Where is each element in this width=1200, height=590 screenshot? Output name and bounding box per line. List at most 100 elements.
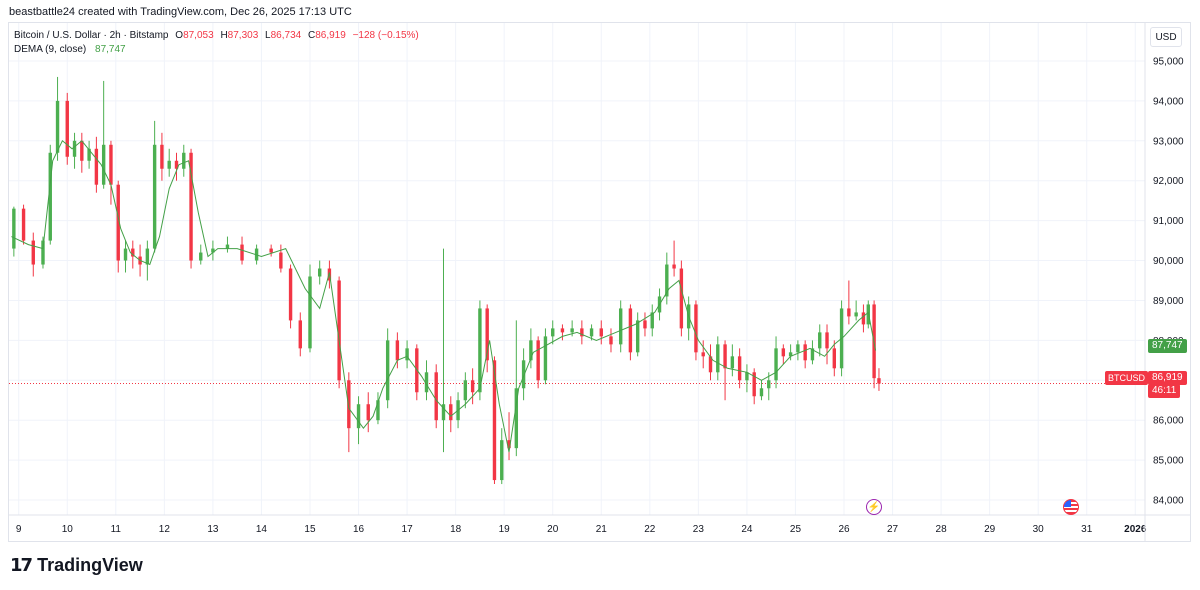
x-tick-label: 25: [790, 524, 802, 535]
y-tick-label: 84,000: [1153, 496, 1184, 507]
tradingview-logo[interactable]: 17 TradingView: [10, 555, 143, 576]
candle-body: [708, 356, 713, 373]
candle-body: [825, 332, 829, 349]
symbol-title[interactable]: Bitcoin / U.S. Dollar · 2h · Bitstamp: [14, 30, 169, 41]
candle-body: [730, 356, 735, 369]
currency-selector[interactable]: USD: [1150, 27, 1182, 47]
candle-body: [514, 388, 519, 449]
candle-body: [225, 244, 230, 249]
candle-body: [21, 208, 26, 241]
x-tick-label: 20: [547, 524, 559, 535]
candle-body: [847, 308, 851, 317]
x-tick-label: 29: [984, 524, 996, 535]
candle-body: [861, 312, 866, 325]
candle-body: [441, 404, 446, 421]
lightning-icon[interactable]: ⚡: [866, 499, 882, 515]
low-key: L: [265, 30, 271, 41]
candle-body: [767, 380, 771, 389]
candle-body: [832, 348, 836, 369]
candle-body: [211, 248, 215, 253]
candle-body: [635, 320, 640, 353]
candle-body: [87, 148, 91, 161]
indicator-legend: DEMA (9, close) 87,747: [14, 44, 126, 55]
candle-body: [536, 340, 540, 381]
candle-body: [288, 268, 293, 321]
candle-body: [788, 352, 793, 357]
high-key: H: [220, 30, 228, 41]
candle-body: [803, 344, 807, 361]
candle-body: [395, 340, 400, 361]
candle-body: [318, 268, 322, 277]
open-key: O: [175, 30, 184, 41]
candle-body: [109, 144, 113, 185]
candle-body: [628, 308, 633, 353]
candle-body: [580, 328, 584, 337]
dema-line: [11, 140, 877, 453]
chart-area[interactable]: [8, 22, 1191, 542]
candle-body: [723, 344, 727, 369]
candle-body: [609, 336, 613, 345]
candle-body: [478, 308, 482, 393]
candle-body: [737, 356, 742, 381]
x-tick-label: 30: [1033, 524, 1045, 535]
candle-body: [774, 348, 778, 381]
chart-caption: beastbattle24 created with TradingView.c…: [9, 6, 352, 18]
y-tick-label: 93,000: [1153, 136, 1184, 147]
candle-body: [463, 380, 468, 401]
candle-body: [199, 252, 203, 261]
candle-body: [337, 280, 341, 381]
candle-body: [385, 340, 390, 401]
candle-body: [543, 336, 548, 381]
candle-body: [94, 148, 99, 185]
us-flag-icon[interactable]: [1063, 499, 1079, 515]
candle-body: [672, 264, 676, 269]
open-value: 87,053: [183, 30, 214, 41]
candle-body: [449, 404, 453, 421]
candle-body: [356, 404, 361, 429]
candle-body: [716, 344, 720, 373]
candle-body: [877, 378, 881, 384]
candle-body: [31, 240, 35, 265]
symbol-price-label: BTCUSD: [1105, 371, 1149, 385]
y-tick-label: 95,000: [1153, 56, 1184, 67]
candle-body: [376, 400, 380, 421]
candle-body: [665, 264, 669, 297]
low-value: 86,734: [270, 30, 302, 41]
candle-body: [116, 184, 120, 261]
candle-body: [174, 160, 179, 169]
candle-body: [80, 140, 84, 161]
candle-body: [500, 440, 504, 481]
y-tick-label: 85,000: [1153, 456, 1184, 467]
candle-body: [269, 248, 273, 253]
x-tick-label: 31: [1081, 524, 1093, 535]
candle-body: [679, 268, 684, 329]
candle-body: [131, 248, 135, 257]
candle-body: [160, 144, 164, 169]
x-tick-label: 13: [207, 524, 219, 535]
candle-body: [101, 144, 106, 185]
last-price-tag: 86,919: [1148, 371, 1187, 385]
candle-body: [643, 320, 647, 329]
x-tick-label: 24: [741, 524, 753, 535]
candle-body: [152, 144, 157, 249]
x-tick-label: 21: [596, 524, 608, 535]
candle-body: [347, 380, 351, 429]
candle-body: [759, 388, 764, 397]
candle-body: [167, 160, 171, 169]
candle-body: [818, 332, 822, 349]
x-tick-label: 15: [304, 524, 316, 535]
y-tick-label: 86,000: [1153, 416, 1184, 427]
candle-body: [485, 308, 489, 361]
x-tick-label: 12: [159, 524, 171, 535]
candle-body: [41, 240, 45, 265]
candle-body: [48, 152, 52, 241]
candle-body: [570, 328, 574, 333]
y-tick-label: 91,000: [1153, 216, 1184, 227]
y-tick-label: 89,000: [1153, 296, 1184, 307]
candle-body: [240, 244, 244, 261]
x-tick-label: 16: [353, 524, 365, 535]
dema-label[interactable]: DEMA (9, close): [14, 44, 87, 55]
candle-body: [796, 344, 800, 353]
brand-name: TradingView: [37, 555, 143, 575]
